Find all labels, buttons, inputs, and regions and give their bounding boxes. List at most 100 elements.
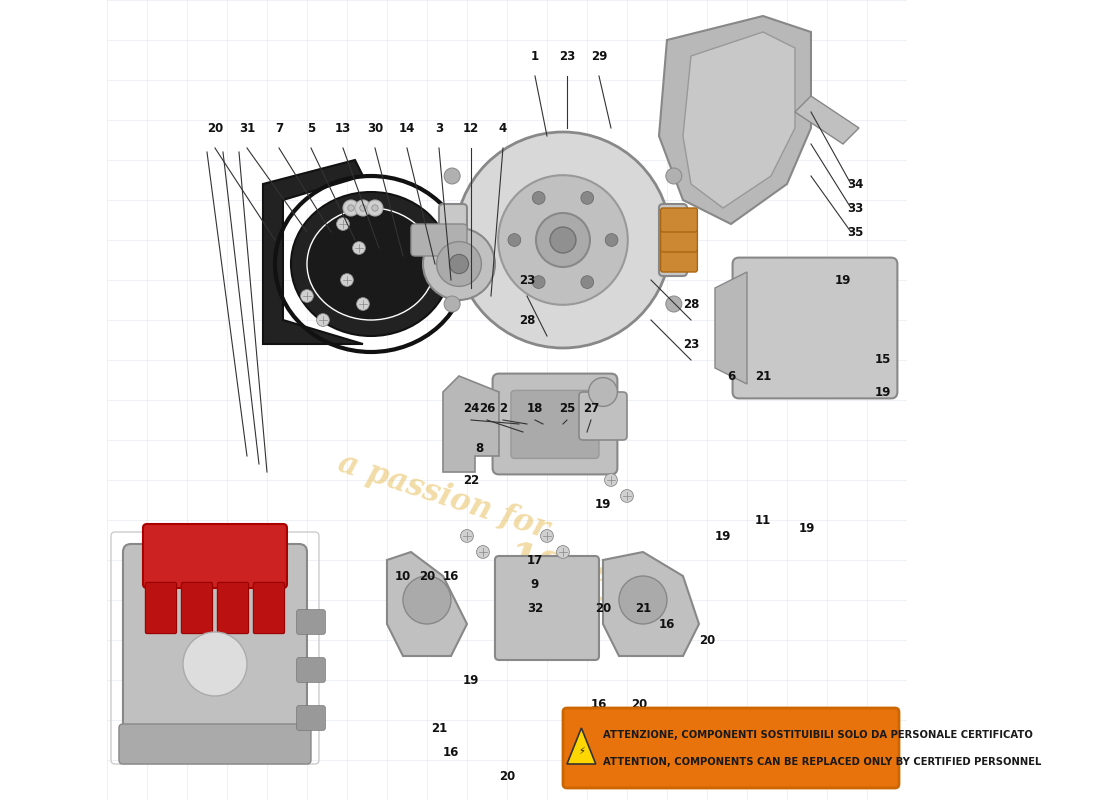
FancyBboxPatch shape (297, 610, 326, 634)
Circle shape (348, 205, 354, 211)
Text: 20: 20 (595, 602, 612, 614)
Circle shape (461, 530, 473, 542)
Text: 19: 19 (715, 530, 732, 542)
Text: 1985: 1985 (502, 538, 625, 614)
Circle shape (532, 191, 546, 204)
FancyBboxPatch shape (661, 208, 697, 232)
FancyBboxPatch shape (493, 374, 617, 474)
Text: 8: 8 (475, 442, 483, 454)
Circle shape (355, 200, 371, 216)
Text: 20: 20 (207, 122, 223, 134)
Text: ATTENTION, COMPONENTS CAN BE REPLACED ONLY BY CERTIFIED PERSONNEL: ATTENTION, COMPONENTS CAN BE REPLACED ON… (603, 758, 1042, 767)
FancyBboxPatch shape (297, 658, 326, 682)
Text: 33: 33 (847, 202, 864, 214)
Text: 35: 35 (847, 226, 864, 238)
Text: 21: 21 (431, 722, 447, 734)
Text: 19: 19 (595, 498, 612, 510)
Circle shape (619, 576, 667, 624)
Circle shape (536, 213, 590, 267)
Circle shape (183, 632, 248, 696)
Polygon shape (659, 16, 811, 224)
Circle shape (588, 378, 617, 406)
FancyBboxPatch shape (495, 556, 600, 660)
FancyBboxPatch shape (253, 582, 285, 634)
Text: 26: 26 (478, 402, 495, 414)
Circle shape (367, 200, 383, 216)
Text: 12: 12 (463, 122, 480, 134)
Polygon shape (387, 552, 468, 656)
Circle shape (360, 205, 366, 211)
Text: 19: 19 (835, 274, 851, 286)
Circle shape (437, 242, 482, 286)
Circle shape (550, 227, 576, 253)
Circle shape (341, 274, 353, 286)
FancyBboxPatch shape (563, 708, 899, 788)
Text: 6: 6 (727, 370, 735, 382)
Circle shape (498, 175, 628, 305)
Text: 25: 25 (559, 402, 575, 414)
Text: a passion for: a passion for (333, 447, 552, 545)
Text: 11: 11 (755, 514, 771, 526)
Polygon shape (603, 552, 698, 656)
Circle shape (455, 132, 671, 348)
FancyBboxPatch shape (411, 224, 467, 256)
Text: 9: 9 (531, 578, 539, 590)
Polygon shape (443, 376, 499, 472)
FancyBboxPatch shape (182, 582, 212, 634)
Text: 16: 16 (443, 570, 459, 582)
Text: 7: 7 (275, 122, 283, 134)
Circle shape (444, 296, 460, 312)
Text: 28: 28 (683, 298, 700, 310)
Text: ATTENZIONE, COMPONENTI SOSTITUIBILI SOLO DA PERSONALE CERTIFICATO: ATTENZIONE, COMPONENTI SOSTITUIBILI SOLO… (603, 730, 1033, 740)
Text: 19: 19 (799, 522, 815, 534)
Circle shape (666, 168, 682, 184)
Text: 23: 23 (519, 274, 535, 286)
Text: 21: 21 (755, 370, 771, 382)
Circle shape (353, 242, 365, 254)
Text: 20: 20 (499, 770, 515, 782)
Text: 23: 23 (683, 338, 700, 350)
Circle shape (666, 296, 682, 312)
Text: 3: 3 (434, 122, 443, 134)
Text: 5: 5 (307, 122, 315, 134)
Circle shape (372, 205, 378, 211)
FancyBboxPatch shape (579, 392, 627, 440)
Text: 31: 31 (239, 122, 255, 134)
Circle shape (620, 490, 634, 502)
Circle shape (356, 298, 370, 310)
Text: 4: 4 (499, 122, 507, 134)
Text: 21: 21 (635, 602, 651, 614)
Text: 24: 24 (463, 402, 480, 414)
Text: 14: 14 (399, 122, 415, 134)
FancyBboxPatch shape (733, 258, 898, 398)
FancyBboxPatch shape (119, 724, 311, 764)
Polygon shape (263, 160, 363, 344)
Text: 20: 20 (419, 570, 436, 582)
Circle shape (450, 254, 469, 274)
Circle shape (300, 290, 313, 302)
FancyBboxPatch shape (145, 582, 177, 634)
Circle shape (424, 228, 495, 300)
Text: 30: 30 (367, 122, 383, 134)
Circle shape (532, 276, 546, 289)
Circle shape (605, 234, 618, 246)
Text: 10: 10 (395, 570, 411, 582)
Text: 18: 18 (527, 402, 543, 414)
Polygon shape (795, 96, 859, 144)
Circle shape (540, 530, 553, 542)
Circle shape (343, 200, 359, 216)
Text: 1: 1 (531, 50, 539, 62)
Ellipse shape (307, 208, 434, 320)
FancyBboxPatch shape (123, 544, 307, 752)
FancyBboxPatch shape (297, 706, 326, 730)
Text: 22: 22 (463, 474, 480, 486)
Text: 34: 34 (847, 178, 864, 190)
Text: 16: 16 (591, 698, 607, 710)
Text: 16: 16 (443, 746, 459, 758)
FancyBboxPatch shape (439, 204, 468, 276)
Circle shape (581, 276, 594, 289)
Text: 29: 29 (591, 50, 607, 62)
Text: 17: 17 (527, 554, 543, 566)
Text: 28: 28 (519, 314, 536, 326)
Text: 16: 16 (659, 618, 675, 630)
